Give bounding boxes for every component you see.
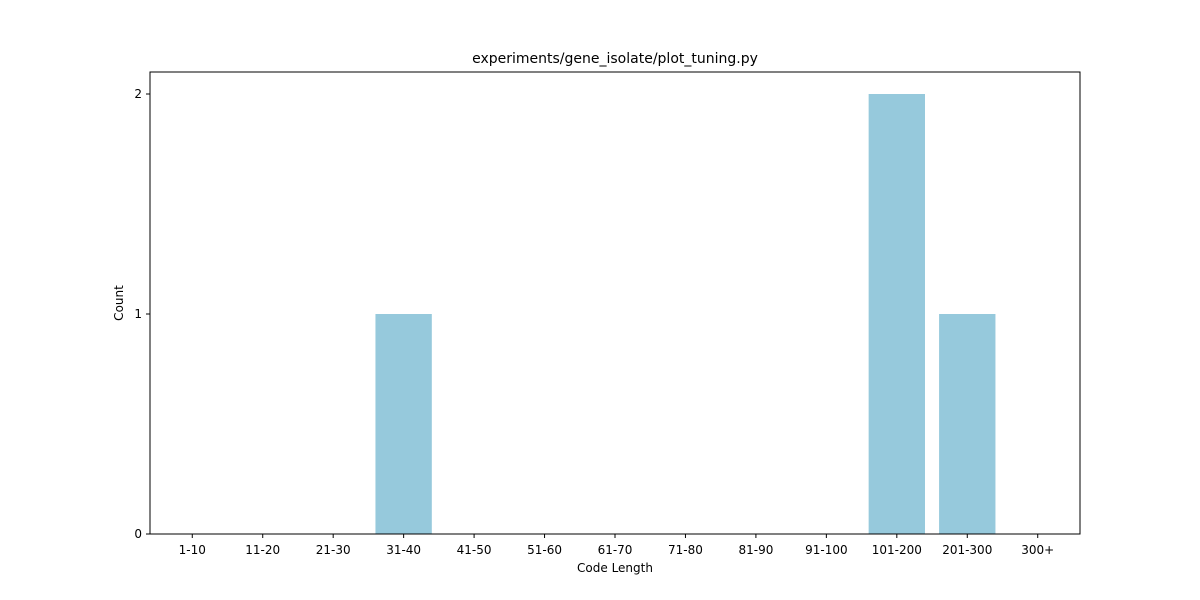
x-tick-label: 81-90 [738,543,773,557]
x-axis-label: Code Length [577,561,653,575]
y-axis: 0 1 2 [134,87,150,541]
bar-201-300 [939,314,996,534]
bar-101-200 [868,94,925,534]
x-tick-label: 21-30 [316,543,351,557]
bar-31-40 [375,314,432,534]
x-tick-label: 201-300 [942,543,992,557]
x-tick-label: 71-80 [668,543,703,557]
x-tick-label: 61-70 [598,543,633,557]
x-tick-label: 11-20 [245,543,280,557]
y-tick-label: 1 [134,307,142,321]
chart-title: experiments/gene_isolate/plot_tuning.py [472,51,758,67]
x-tick-label: 91-100 [805,543,848,557]
x-tick-label: 41-50 [457,543,492,557]
bar-group [375,94,996,534]
x-tick-label: 101-200 [872,543,922,557]
y-tick-label: 2 [134,87,142,101]
x-tick-label: 51-60 [527,543,562,557]
x-tick-label: 31-40 [386,543,421,557]
x-tick-label: 1-10 [179,543,206,557]
y-axis-label: Count [112,285,126,321]
x-tick-label: 300+ [1021,543,1054,557]
x-axis: 1-10 11-20 21-30 31-40 41-50 51-60 61-70 71-80 8… [179,534,1054,557]
y-tick-label: 0 [134,527,142,541]
